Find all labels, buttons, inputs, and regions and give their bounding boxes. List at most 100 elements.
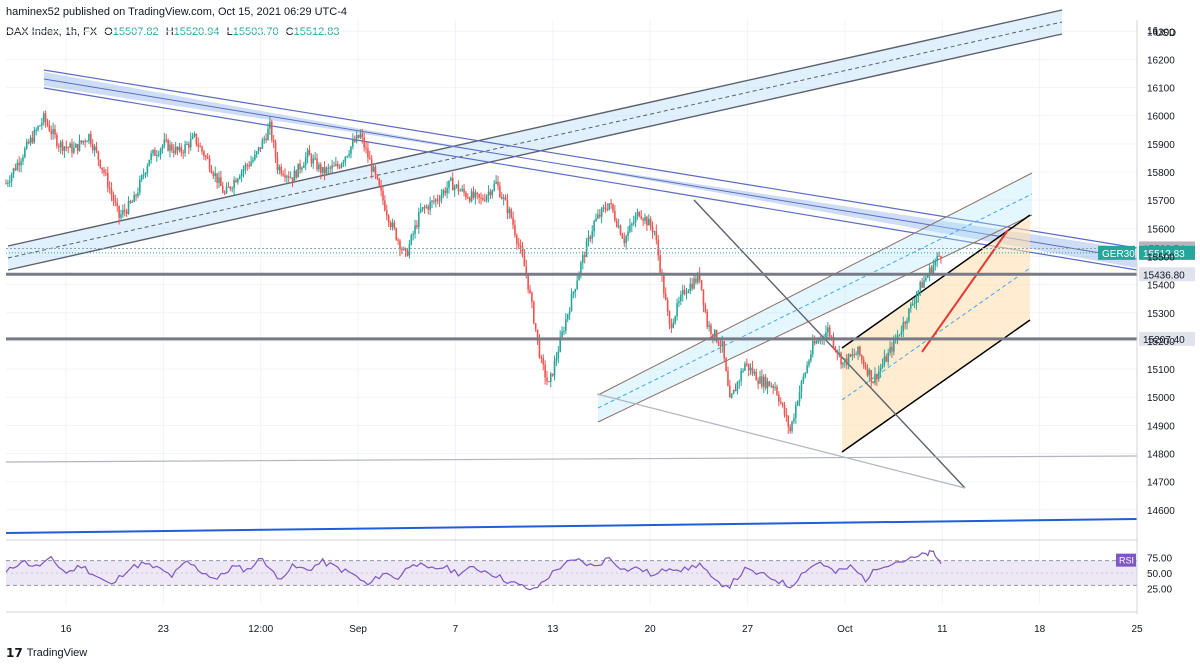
candle-body [785, 414, 788, 417]
candle-body [672, 322, 675, 328]
candle-body [295, 170, 298, 178]
key-level-tag [1139, 331, 1195, 346]
candle-body [191, 135, 194, 139]
candle-body [237, 178, 239, 183]
candle-body [497, 181, 499, 187]
candle-body [866, 368, 869, 376]
candle-body [804, 372, 807, 377]
candle-body [595, 218, 597, 222]
candle-body [691, 283, 693, 289]
candle-body [297, 163, 299, 178]
candle-body [24, 148, 26, 158]
candle-body [144, 173, 147, 175]
candle-body [817, 340, 820, 342]
rising-channel-lower [7, 33, 1063, 271]
key-level-tag [1139, 267, 1195, 282]
candle-body [205, 156, 207, 158]
candle-body [401, 249, 403, 251]
symbol-ohlc-line: DAX Index, 1h, FX O15507.82 H15520.94 L1… [6, 26, 340, 38]
candle-body [156, 155, 158, 157]
candle-body [808, 360, 810, 366]
candle-body [80, 140, 83, 143]
candle-body [276, 157, 279, 171]
symbol-label[interactable]: DAX Index, 1h, FX [6, 26, 98, 38]
candle-body [306, 150, 309, 158]
candle-body [889, 346, 891, 353]
rsi-tag-label: RSI [1119, 556, 1134, 566]
candle-body [670, 324, 673, 328]
candle-body [827, 327, 829, 333]
candle-body [838, 352, 840, 354]
candle-body [216, 173, 218, 183]
candle-body [174, 146, 177, 153]
last-price-tag [1139, 245, 1195, 260]
y-tick-label: 15900 [1147, 140, 1175, 151]
candle-body [585, 241, 588, 258]
candle-body [570, 294, 573, 312]
candle-body [702, 289, 705, 306]
candle-body [499, 186, 501, 198]
candle-body [610, 203, 612, 205]
candle-body [761, 376, 763, 387]
candle-body [178, 147, 181, 151]
candle-body [836, 350, 839, 354]
candle-body [597, 214, 599, 219]
candle-body [235, 180, 237, 183]
candle-body [97, 151, 100, 160]
candle-body [221, 186, 224, 193]
candle-body [680, 294, 682, 302]
candle-body [502, 197, 505, 199]
candle-body [242, 168, 245, 172]
candle-body [647, 218, 650, 226]
candle-body [666, 299, 669, 312]
candle-body [727, 371, 729, 386]
candle-body [810, 354, 812, 361]
candle-body [721, 341, 724, 347]
rsi-tag [1116, 553, 1136, 567]
candle-body [523, 255, 526, 267]
horizontal-support-line [5, 455, 1138, 463]
candle-body [18, 162, 20, 166]
candle-body [436, 199, 439, 201]
candle-body [150, 153, 152, 160]
candle-body [338, 166, 341, 168]
y-tick-label: 16300 [1147, 27, 1175, 38]
candle-body [267, 128, 269, 141]
candle-body [90, 134, 92, 145]
candle-body [548, 381, 550, 383]
candle-body [8, 181, 11, 183]
candle-body [137, 192, 139, 197]
rising-channel-upper [7, 9, 1063, 247]
candle-body [7, 182, 9, 184]
candle-body [331, 165, 333, 169]
candle-body [713, 330, 716, 338]
candle-body [206, 156, 209, 159]
tradingview-logo[interactable]: 17 TradingView [6, 646, 87, 660]
candle-body [291, 177, 294, 182]
candle-body [312, 158, 315, 164]
candle-body [828, 327, 831, 337]
candle-body [393, 222, 396, 229]
candle-body [50, 130, 53, 134]
ohlc-low: L15503.70 [226, 26, 279, 38]
candle-body [629, 225, 631, 232]
candle-body [615, 220, 618, 227]
candle-body [391, 222, 394, 227]
candle-body [568, 311, 571, 315]
candle-body [483, 199, 486, 201]
candle-body [410, 234, 413, 245]
candle-body [455, 184, 458, 187]
last-price-label: 15512.83 [1143, 249, 1185, 260]
candle-body [649, 218, 652, 227]
drawing-tools [5, 9, 1138, 534]
candle-body [842, 362, 844, 365]
candle-body [906, 320, 908, 324]
candle-body [414, 225, 416, 234]
candle-body [201, 146, 203, 152]
candle-body [280, 166, 283, 174]
lower-trendline [596, 393, 966, 489]
candle-body [915, 296, 918, 303]
candle-body [566, 314, 569, 320]
candle-body [450, 177, 452, 181]
